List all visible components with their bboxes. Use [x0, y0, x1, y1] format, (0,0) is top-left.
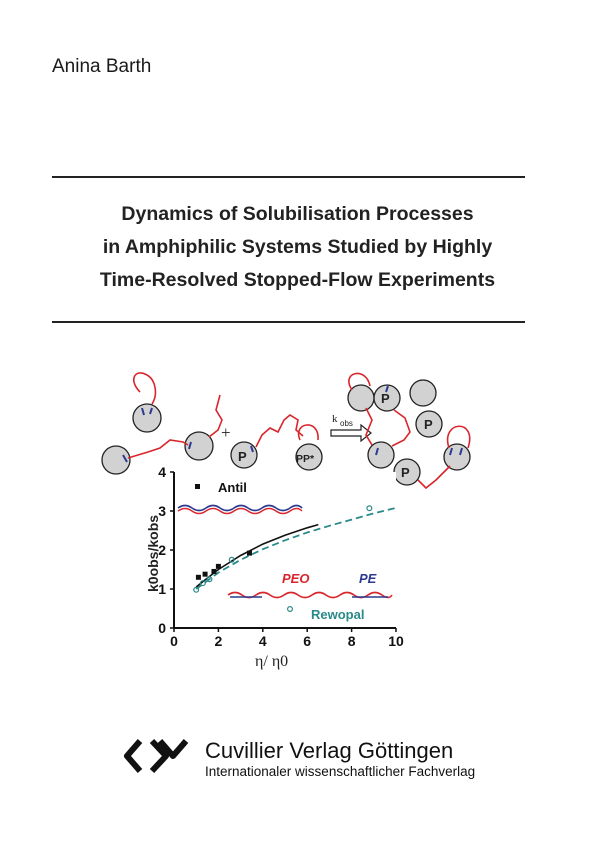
probe-label: P — [381, 391, 390, 406]
book-title: Dynamics of Solubilisation Processes in … — [20, 198, 575, 297]
probe-molecule — [230, 441, 258, 469]
probe-molecule — [373, 384, 401, 412]
data-point-rewopal — [206, 576, 213, 583]
x-tick-label: 8 — [348, 633, 356, 649]
polymer-chain — [417, 465, 451, 490]
peo-chain-wave — [227, 591, 393, 599]
publisher-logo — [124, 738, 189, 774]
data-point-antil — [215, 563, 221, 569]
top-rule — [52, 176, 525, 178]
title-line-1: Dynamics of Solubilisation Processes — [121, 203, 474, 225]
x-tick-label: 4 — [259, 633, 267, 649]
y-tick-label: 3 — [158, 503, 166, 519]
y-axis-label: k0obs/kobs — [145, 515, 161, 592]
surfactant-mark — [459, 447, 463, 456]
y-tick-label: 1 — [158, 581, 166, 597]
polymer-loop — [297, 424, 319, 441]
legend-peo: PEO — [282, 571, 309, 586]
data-point-rewopal — [366, 505, 373, 512]
surfactant-mark — [375, 447, 379, 456]
antil-chain-wave — [177, 507, 303, 515]
data-point-rewopal — [193, 586, 200, 593]
title-line-3: Time-Resolved Stopped-Flow Experiments — [99, 269, 496, 291]
rewopal-fit-line — [195, 507, 397, 590]
polymer-chain — [208, 394, 223, 438]
paired-probe-label: PP* — [296, 453, 315, 465]
x-tick-label: 2 — [215, 633, 223, 649]
surfactant-mark — [149, 407, 153, 415]
surfactant-mark — [385, 385, 389, 393]
probe-molecule — [415, 410, 443, 438]
chart-axes: 0 2 4 6 8 10 0 1 2 3 4 — [158, 464, 404, 649]
probe-label: P — [238, 449, 247, 464]
plus-sign: + — [221, 423, 231, 442]
x-tick-label: 10 — [388, 633, 404, 649]
probe-label: P — [401, 465, 410, 480]
legend-antil: Antil — [218, 480, 247, 495]
x-axis-label: η/ η0 — [255, 653, 288, 670]
rate-constant-subscript: obs — [340, 419, 353, 428]
paired-probe-molecule — [295, 443, 323, 471]
probe-label: P — [424, 417, 433, 432]
surfactant-mark — [449, 447, 453, 456]
data-points — [193, 505, 373, 593]
data-point-rewopal — [228, 556, 235, 563]
polymer-loop — [446, 425, 471, 449]
author-name: Anina Barth — [52, 56, 152, 77]
micelle — [101, 445, 131, 475]
polymer-loop — [348, 372, 371, 391]
bottom-rule — [52, 321, 525, 323]
micelle — [132, 403, 162, 433]
micelle — [367, 441, 395, 469]
surfactant-mark — [141, 407, 145, 416]
micelle — [409, 379, 437, 407]
publisher-subtitle: Internationaler wissenschaftlicher Fachv… — [205, 764, 476, 779]
surfactant-mark — [250, 445, 254, 453]
rewopal-marker-icon — [287, 605, 294, 612]
surfactant-mark — [188, 441, 192, 450]
micelle — [184, 431, 214, 461]
publisher-name: Cuvillier Verlag Göttingen — [205, 738, 454, 763]
x-tick-label: 0 — [170, 633, 178, 649]
y-tick-label: 2 — [158, 542, 166, 558]
rate-constant-label: k — [332, 413, 338, 425]
legend-rewopal: Rewopal — [311, 607, 364, 622]
rate-arrow-icon — [330, 423, 372, 443]
polymer-chain — [365, 407, 373, 446]
title-line-2: in Amphiphilic Systems Studied by Highly — [102, 236, 493, 258]
surfactant-mark — [122, 454, 128, 463]
data-point-antil — [202, 571, 208, 577]
data-point-antil — [195, 574, 201, 580]
x-tick-label: 6 — [303, 633, 311, 649]
polymer-chain — [391, 409, 411, 447]
antil-marker-icon — [195, 484, 200, 489]
y-tick-label: 4 — [158, 464, 166, 480]
reaction-scheme: + P PP* k obs P P P — [101, 372, 471, 490]
antil-chain-wave — [177, 504, 303, 512]
data-point-antil — [211, 568, 217, 574]
polymer-chain — [255, 414, 304, 448]
y-tick-label: 0 — [158, 620, 166, 636]
polymer-loop — [132, 372, 157, 405]
data-point-antil — [246, 550, 252, 556]
polymer-chain — [127, 439, 189, 459]
data-point-rewopal — [199, 580, 206, 587]
legend-pe: PE — [359, 571, 377, 586]
micelle — [443, 443, 471, 471]
